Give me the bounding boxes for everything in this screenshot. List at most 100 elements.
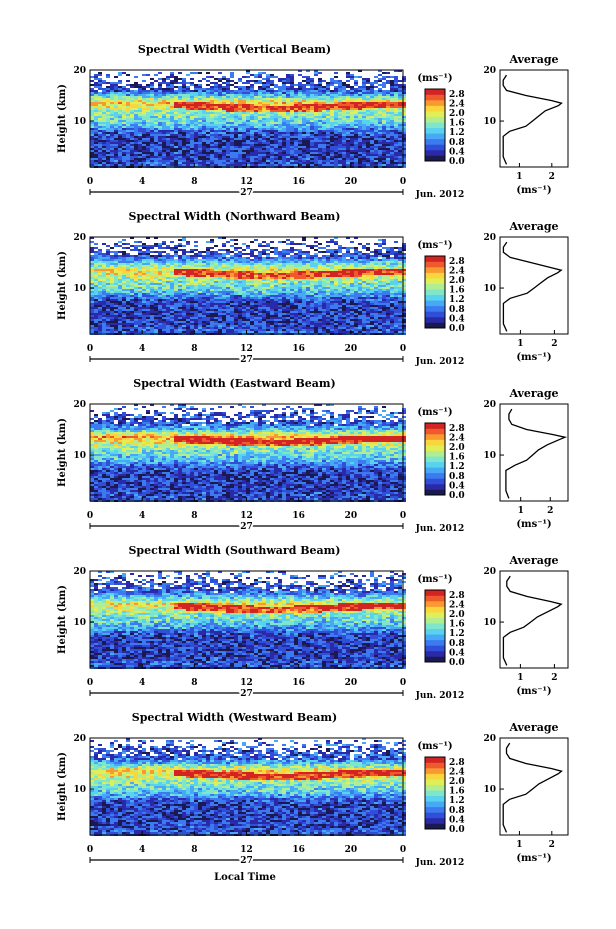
heatmap-cell bbox=[158, 110, 162, 112]
heatmap-cell bbox=[126, 126, 130, 128]
heatmap-cell bbox=[382, 134, 386, 136]
heatmap-cell bbox=[118, 275, 122, 277]
heatmap-cell bbox=[182, 267, 186, 269]
heatmap-cell bbox=[282, 249, 286, 251]
heatmap-cell bbox=[390, 104, 394, 106]
heatmap-cell bbox=[306, 152, 310, 154]
heatmap-cell bbox=[222, 82, 226, 84]
heatmap-cell bbox=[274, 259, 278, 261]
heatmap-cell bbox=[198, 92, 202, 94]
heatmap-cell bbox=[150, 118, 154, 120]
heatmap-cell bbox=[290, 273, 294, 275]
heatmap-cell bbox=[294, 140, 298, 142]
heatmap-cell bbox=[322, 114, 326, 116]
heatmap-cell bbox=[170, 152, 174, 154]
heatmap-cell bbox=[282, 134, 286, 136]
heatmap-cell bbox=[378, 265, 382, 267]
heatmap-cell bbox=[302, 134, 306, 136]
heatmap-cell bbox=[122, 128, 126, 130]
heatmap-cell bbox=[330, 146, 334, 148]
heatmap-cell bbox=[170, 84, 174, 86]
heatmap-cell bbox=[194, 265, 198, 267]
heatmap-cell bbox=[322, 247, 326, 249]
heatmap-cell bbox=[378, 146, 382, 148]
heatmap-cell bbox=[174, 126, 178, 128]
heatmap-cell bbox=[174, 154, 178, 156]
heatmap-cell bbox=[138, 281, 142, 283]
heatmap-cell bbox=[138, 160, 142, 162]
heatmap-cell bbox=[310, 84, 314, 86]
heatmap-cell bbox=[126, 128, 130, 130]
heatmap-cell bbox=[190, 148, 194, 150]
heatmap-cell bbox=[270, 257, 274, 259]
heatmap-cell bbox=[158, 96, 162, 98]
heatmap-cell bbox=[98, 134, 102, 136]
heatmap-cell bbox=[342, 148, 346, 150]
heatmap-cell bbox=[242, 118, 246, 120]
heatmap-cell bbox=[154, 259, 158, 261]
heatmap-cell bbox=[210, 98, 214, 100]
heatmap-cell bbox=[398, 134, 402, 136]
heatmap-cell bbox=[230, 265, 234, 267]
heatmap-cell bbox=[274, 269, 278, 271]
heatmap-cell bbox=[270, 158, 274, 160]
heatmap-cell bbox=[266, 261, 270, 263]
heatmap-cell bbox=[386, 120, 390, 122]
heatmap-cell bbox=[346, 106, 350, 108]
heatmap-cell bbox=[210, 263, 214, 265]
heatmap-cell bbox=[290, 114, 294, 116]
heatmap-cell bbox=[278, 90, 282, 92]
heatmap-cell bbox=[94, 116, 98, 118]
heatmap-cell bbox=[250, 162, 254, 164]
heatmap-cell bbox=[402, 281, 406, 283]
heatmap-cell bbox=[158, 136, 162, 138]
heatmap-cell bbox=[194, 138, 198, 140]
heatmap-cell bbox=[214, 126, 218, 128]
heatmap-cell bbox=[258, 114, 262, 116]
heatmap-cell bbox=[150, 146, 154, 148]
heatmap-cell bbox=[166, 132, 170, 134]
heatmap-cell bbox=[342, 118, 346, 120]
heatmap-cell bbox=[122, 255, 126, 257]
heatmap-cell bbox=[262, 150, 266, 152]
heatmap-cell bbox=[338, 154, 342, 156]
heatmap-cell bbox=[266, 122, 270, 124]
heatmap-cell bbox=[294, 271, 298, 273]
heatmap-cell bbox=[106, 86, 110, 88]
heatmap-cell bbox=[98, 94, 102, 96]
heatmap-cell bbox=[122, 120, 126, 122]
heatmap-cell bbox=[270, 110, 274, 112]
heatmap-cell bbox=[294, 118, 298, 120]
heatmap-cell bbox=[330, 267, 334, 269]
heatmap-cell bbox=[210, 267, 214, 269]
heatmap-cell bbox=[326, 251, 330, 253]
heatmap-cell bbox=[178, 116, 182, 118]
heatmap-cell bbox=[322, 132, 326, 134]
heatmap-cell bbox=[298, 146, 302, 148]
heatmap-cell bbox=[138, 269, 142, 271]
heatmap-cell bbox=[194, 96, 198, 98]
heatmap-cell bbox=[166, 142, 170, 144]
heatmap-cell bbox=[238, 275, 242, 277]
heatmap-cell bbox=[290, 281, 294, 283]
heatmap-cell bbox=[362, 279, 366, 281]
heatmap-cell bbox=[182, 245, 186, 247]
heatmap-cell bbox=[322, 251, 326, 253]
profile-y-tick-label: 10 bbox=[483, 117, 496, 127]
heatmap-cell bbox=[134, 271, 138, 273]
heatmap-cell bbox=[210, 150, 214, 152]
heatmap-cell bbox=[226, 164, 230, 166]
heatmap-cell bbox=[286, 86, 290, 88]
heatmap-cell bbox=[402, 263, 406, 265]
heatmap-cell bbox=[146, 253, 150, 255]
heatmap-cell bbox=[226, 144, 230, 146]
heatmap-cell bbox=[230, 122, 234, 124]
heatmap-cell bbox=[262, 261, 266, 263]
heatmap-cell bbox=[282, 255, 286, 257]
heatmap-cell bbox=[186, 134, 190, 136]
heatmap-cell bbox=[190, 162, 194, 164]
heatmap-cell bbox=[362, 92, 366, 94]
heatmap-cell bbox=[114, 128, 118, 130]
heatmap-cell bbox=[114, 90, 118, 92]
heatmap-cell bbox=[394, 281, 398, 283]
